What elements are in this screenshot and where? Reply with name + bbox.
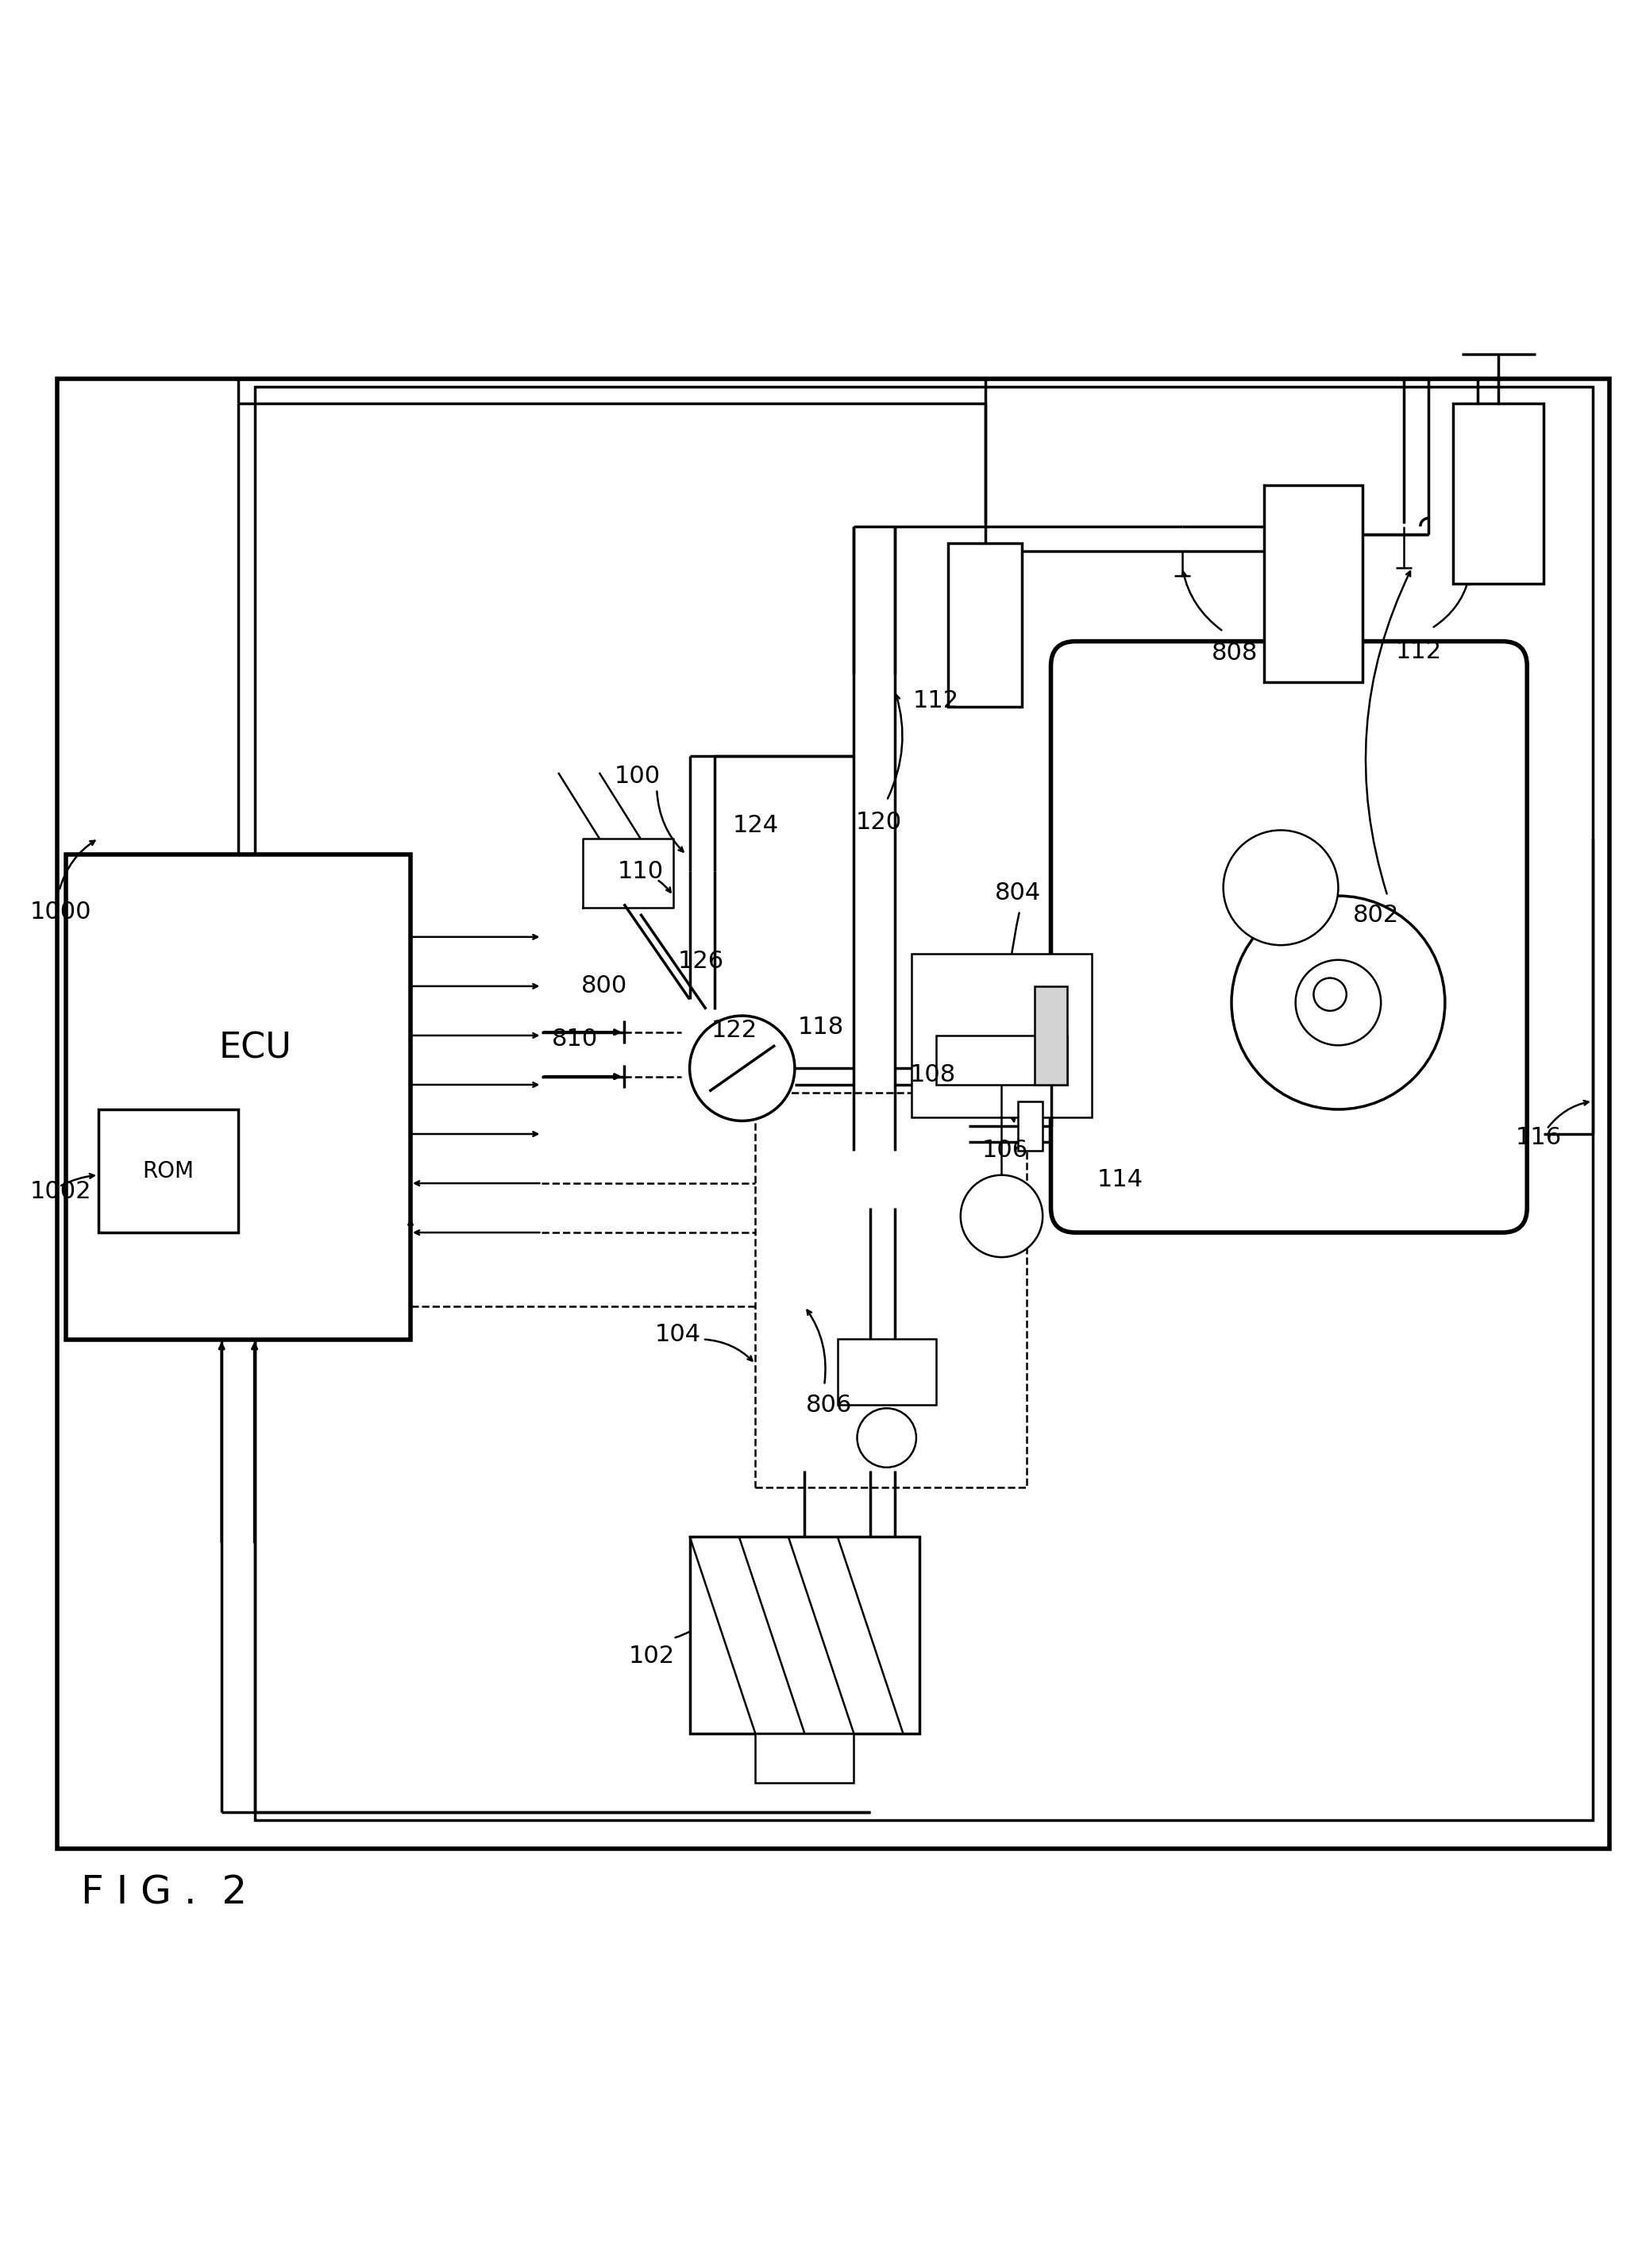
Bar (1264, 485, 1363, 683)
FancyBboxPatch shape (1051, 642, 1527, 1232)
Text: 124: 124 (732, 814, 778, 837)
Text: 100: 100 (614, 764, 660, 787)
Bar (936, 1036, 1067, 1084)
Circle shape (690, 1016, 795, 1120)
Circle shape (1223, 830, 1338, 946)
Text: 810: 810 (552, 1027, 598, 1050)
Bar (99, 1109, 238, 1232)
Circle shape (1296, 959, 1381, 1046)
Text: 808: 808 (1212, 642, 1258, 665)
Text: 112: 112 (1396, 640, 1442, 662)
Circle shape (1232, 896, 1445, 1109)
Bar (66, 855, 410, 1340)
Text: ROM: ROM (143, 1159, 194, 1182)
Text: 126: 126 (678, 950, 724, 973)
Text: 108: 108 (910, 1064, 956, 1086)
Text: 804: 804 (995, 880, 1041, 905)
Text: 118: 118 (798, 1016, 844, 1039)
Bar (949, 542, 1021, 708)
Bar (911, 953, 1092, 1118)
Text: 112: 112 (913, 689, 959, 712)
Text: 1002: 1002 (30, 1179, 90, 1202)
Text: 802: 802 (1353, 905, 1399, 928)
Circle shape (857, 1408, 916, 1467)
Bar (837, 1340, 936, 1404)
Text: 122: 122 (711, 1018, 757, 1041)
Circle shape (961, 1175, 1043, 1256)
Bar (755, 1093, 1026, 1488)
Text: 116: 116 (1516, 1125, 1562, 1150)
Text: 1000: 1000 (30, 900, 90, 923)
Text: ECU: ECU (218, 1032, 292, 1066)
Text: 114: 114 (1097, 1168, 1143, 1191)
Text: 104: 104 (655, 1322, 701, 1345)
Text: F I G .  2: F I G . 2 (80, 1873, 248, 1912)
Bar (255, 388, 1593, 1821)
Bar (57, 379, 1609, 1848)
Circle shape (1314, 978, 1346, 1012)
Bar (1018, 1102, 1043, 1150)
Bar (1453, 404, 1543, 583)
Text: 102: 102 (629, 1644, 675, 1667)
Text: 106: 106 (982, 1139, 1028, 1161)
Text: 110: 110 (617, 860, 663, 882)
Text: 800: 800 (581, 975, 627, 998)
Bar (690, 1535, 920, 1733)
Bar (755, 1733, 854, 1783)
Text: 120: 120 (855, 810, 901, 835)
Text: 806: 806 (806, 1393, 852, 1418)
Bar (1034, 987, 1067, 1084)
